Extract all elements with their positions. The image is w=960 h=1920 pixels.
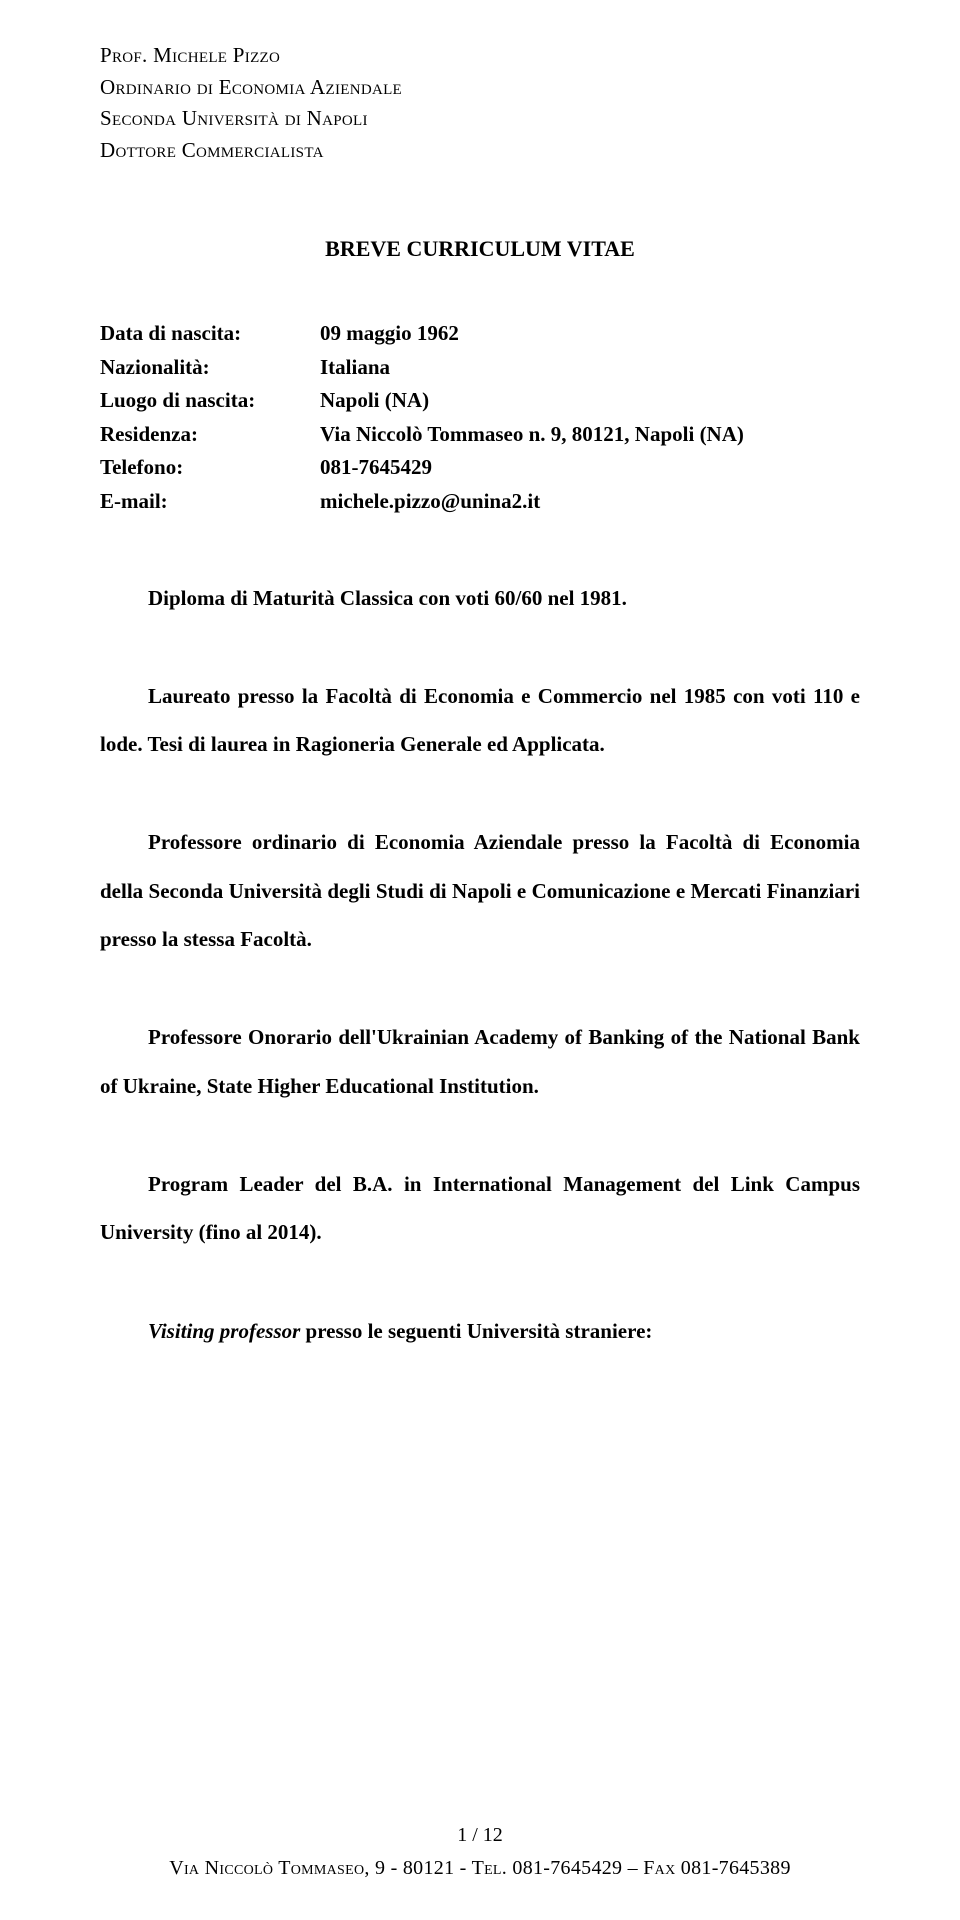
birthplace-value: Napoli (NA) [320,384,860,418]
letterhead-line-1: Prof. Michele Pizzo [100,40,860,72]
email-value: michele.pizzo@unina2.it [320,485,860,519]
paragraph-honorary: Professore Onorario dell'Ukrainian Acade… [100,1013,860,1110]
document-title: BREVE CURRICULUM VITAE [100,236,860,262]
email-label: E-mail: [100,485,320,519]
letterhead-line-2: Ordinario di Economia Aziendale [100,72,860,104]
paragraph-visiting: Visiting professor presso le seguenti Un… [100,1307,860,1355]
paragraph-professor: Professore ordinario di Economia Azienda… [100,818,860,963]
birth-date-value: 09 maggio 1962 [320,317,860,351]
personal-info-block: Data di nascita: 09 maggio 1962 Nazional… [100,317,860,519]
paragraph-program-leader-text: Program Leader del B.A. in International… [100,1172,860,1244]
letterhead-line-4: Dottore Commercialista [100,135,860,167]
info-row-phone: Telefono: 081-7645429 [100,451,860,485]
paragraph-program-leader: Program Leader del B.A. in International… [100,1160,860,1257]
residence-label: Residenza: [100,418,320,452]
paragraph-degree: Laureato presso la Facoltà di Economia e… [100,672,860,769]
info-row-birthplace: Luogo di nascita: Napoli (NA) [100,384,860,418]
visiting-professor-rest: presso le seguenti Università straniere: [300,1319,652,1343]
info-row-nationality: Nazionalità: Italiana [100,351,860,385]
info-row-residence: Residenza: Via Niccolò Tommaseo n. 9, 80… [100,418,860,452]
nationality-value: Italiana [320,351,860,385]
visiting-professor-emph: Visiting professor [148,1319,300,1343]
paragraph-degree-text: Laureato presso la Facoltà di Economia e… [100,684,860,756]
paragraph-honorary-text: Professore Onorario dell'Ukrainian Acade… [100,1025,860,1097]
letterhead: Prof. Michele Pizzo Ordinario di Economi… [100,40,860,166]
nationality-label: Nazionalità: [100,351,320,385]
paragraph-diploma-text: Diploma di Maturità Classica con voti 60… [148,586,627,610]
info-row-email: E-mail: michele.pizzo@unina2.it [100,485,860,519]
birth-date-label: Data di nascita: [100,317,320,351]
phone-label: Telefono: [100,451,320,485]
residence-value: Via Niccolò Tommaseo n. 9, 80121, Napoli… [320,418,860,452]
page-footer: 1 / 12 Via Niccolò Tommaseo, 9 - 80121 -… [0,1824,960,1880]
paragraph-diploma: Diploma di Maturità Classica con voti 60… [100,574,860,622]
birthplace-label: Luogo di nascita: [100,384,320,418]
footer-address: Via Niccolò Tommaseo, 9 - 80121 - Tel. 0… [0,1857,960,1880]
info-row-birth-date: Data di nascita: 09 maggio 1962 [100,317,860,351]
phone-value: 081-7645429 [320,451,860,485]
page-number: 1 / 12 [0,1824,960,1847]
letterhead-line-3: Seconda Università di Napoli [100,103,860,135]
paragraph-professor-text: Professore ordinario di Economia Azienda… [100,830,860,951]
